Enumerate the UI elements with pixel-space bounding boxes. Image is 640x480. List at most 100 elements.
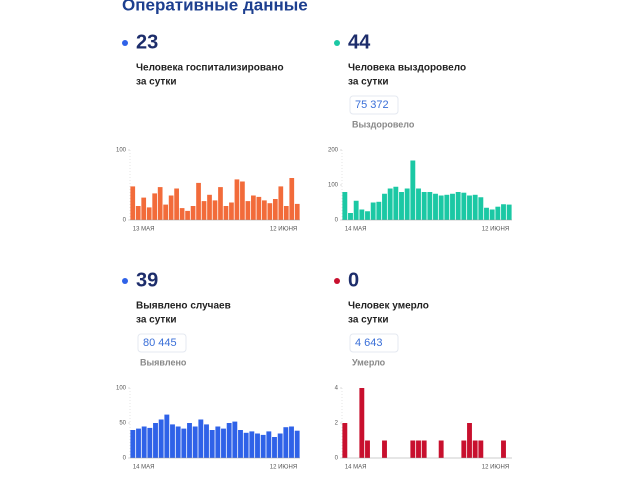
headline: 23 bbox=[136, 31, 158, 53]
bar bbox=[438, 195, 444, 220]
x-tick-label: 12 ИЮНЯ bbox=[270, 465, 297, 471]
total-label: Умерло bbox=[352, 357, 386, 367]
bar bbox=[157, 187, 163, 220]
bar bbox=[164, 414, 170, 458]
bar bbox=[289, 426, 294, 458]
x-tick-label: 14 МАЯ bbox=[133, 465, 155, 471]
bar bbox=[277, 433, 283, 458]
bar bbox=[179, 208, 185, 220]
bar bbox=[130, 430, 136, 458]
bar bbox=[410, 440, 416, 458]
bar bbox=[153, 423, 158, 458]
bar bbox=[410, 160, 416, 220]
bar bbox=[187, 423, 192, 458]
x-tick-label: 12 ИЮНЯ bbox=[482, 227, 509, 233]
bar bbox=[283, 427, 289, 458]
bar bbox=[170, 424, 175, 458]
bar bbox=[232, 421, 238, 458]
bar bbox=[212, 200, 218, 220]
caption: за сутки bbox=[348, 315, 388, 326]
bar bbox=[416, 188, 421, 220]
bar bbox=[261, 200, 267, 220]
bullet bbox=[334, 40, 340, 46]
y-tick-label: 50 bbox=[119, 421, 126, 427]
bar bbox=[342, 423, 348, 458]
bar bbox=[204, 424, 209, 458]
total-box bbox=[137, 333, 187, 353]
bar bbox=[190, 206, 196, 220]
total-label: Выздоровело bbox=[352, 119, 415, 129]
bar bbox=[181, 428, 187, 458]
bar bbox=[393, 186, 399, 220]
bar bbox=[255, 433, 260, 458]
bar bbox=[198, 419, 204, 458]
bar bbox=[478, 197, 484, 220]
bar bbox=[353, 200, 359, 220]
page-title: Оперативные данные bbox=[122, 0, 308, 14]
total: 75 372 bbox=[355, 99, 389, 111]
bar bbox=[207, 194, 212, 220]
x-tick-label: 14 МАЯ bbox=[345, 227, 367, 233]
bar bbox=[359, 388, 365, 458]
bar bbox=[174, 188, 179, 220]
caption: за сутки bbox=[136, 315, 176, 326]
bar bbox=[168, 195, 174, 220]
bar bbox=[461, 440, 467, 458]
total: 4 643 bbox=[355, 337, 383, 349]
y-tick-label: 100 bbox=[116, 148, 127, 154]
bar bbox=[243, 432, 249, 458]
caption: Человек умерло bbox=[348, 301, 429, 312]
bar bbox=[147, 427, 153, 458]
bar bbox=[450, 193, 455, 220]
bar bbox=[272, 437, 277, 458]
bar bbox=[135, 206, 141, 220]
bar bbox=[427, 192, 433, 220]
bar bbox=[348, 213, 353, 220]
bar bbox=[249, 431, 255, 458]
bar bbox=[251, 195, 256, 220]
y-tick-label: 4 bbox=[335, 386, 339, 392]
y-tick-label: 0 bbox=[335, 456, 339, 462]
bar bbox=[489, 209, 495, 220]
bullet bbox=[122, 40, 128, 46]
bar bbox=[294, 203, 300, 220]
bar bbox=[472, 440, 478, 458]
bar bbox=[382, 440, 387, 458]
bar bbox=[158, 419, 164, 458]
bar bbox=[163, 204, 169, 220]
bar bbox=[146, 207, 152, 220]
bar bbox=[444, 194, 450, 220]
bar bbox=[501, 204, 506, 220]
bar bbox=[461, 192, 467, 220]
bar bbox=[365, 440, 370, 458]
bar bbox=[278, 186, 284, 220]
caption: Выявлено случаев bbox=[136, 301, 231, 312]
bar bbox=[240, 181, 245, 220]
bar bbox=[294, 430, 300, 458]
bar bbox=[260, 434, 266, 458]
bar bbox=[387, 188, 393, 220]
bar bbox=[152, 193, 158, 220]
bar bbox=[495, 206, 501, 220]
caption: за сутки bbox=[136, 77, 176, 88]
caption: Человека госпитализировано bbox=[136, 63, 284, 74]
bar bbox=[438, 440, 444, 458]
bar bbox=[196, 182, 201, 220]
caption: за сутки bbox=[348, 77, 388, 88]
y-tick-label: 0 bbox=[123, 218, 127, 224]
bar bbox=[455, 192, 461, 220]
bar bbox=[376, 201, 382, 220]
bar bbox=[478, 440, 484, 458]
y-tick-label: 200 bbox=[328, 148, 339, 154]
bar bbox=[136, 428, 141, 458]
bar bbox=[416, 440, 421, 458]
total-box bbox=[349, 333, 399, 353]
bullet bbox=[122, 278, 128, 284]
bar bbox=[229, 202, 234, 220]
bar bbox=[365, 211, 370, 220]
x-tick-label: 13 МАЯ bbox=[133, 227, 155, 233]
bullet bbox=[334, 278, 340, 284]
bar bbox=[421, 440, 427, 458]
bar bbox=[215, 426, 221, 458]
